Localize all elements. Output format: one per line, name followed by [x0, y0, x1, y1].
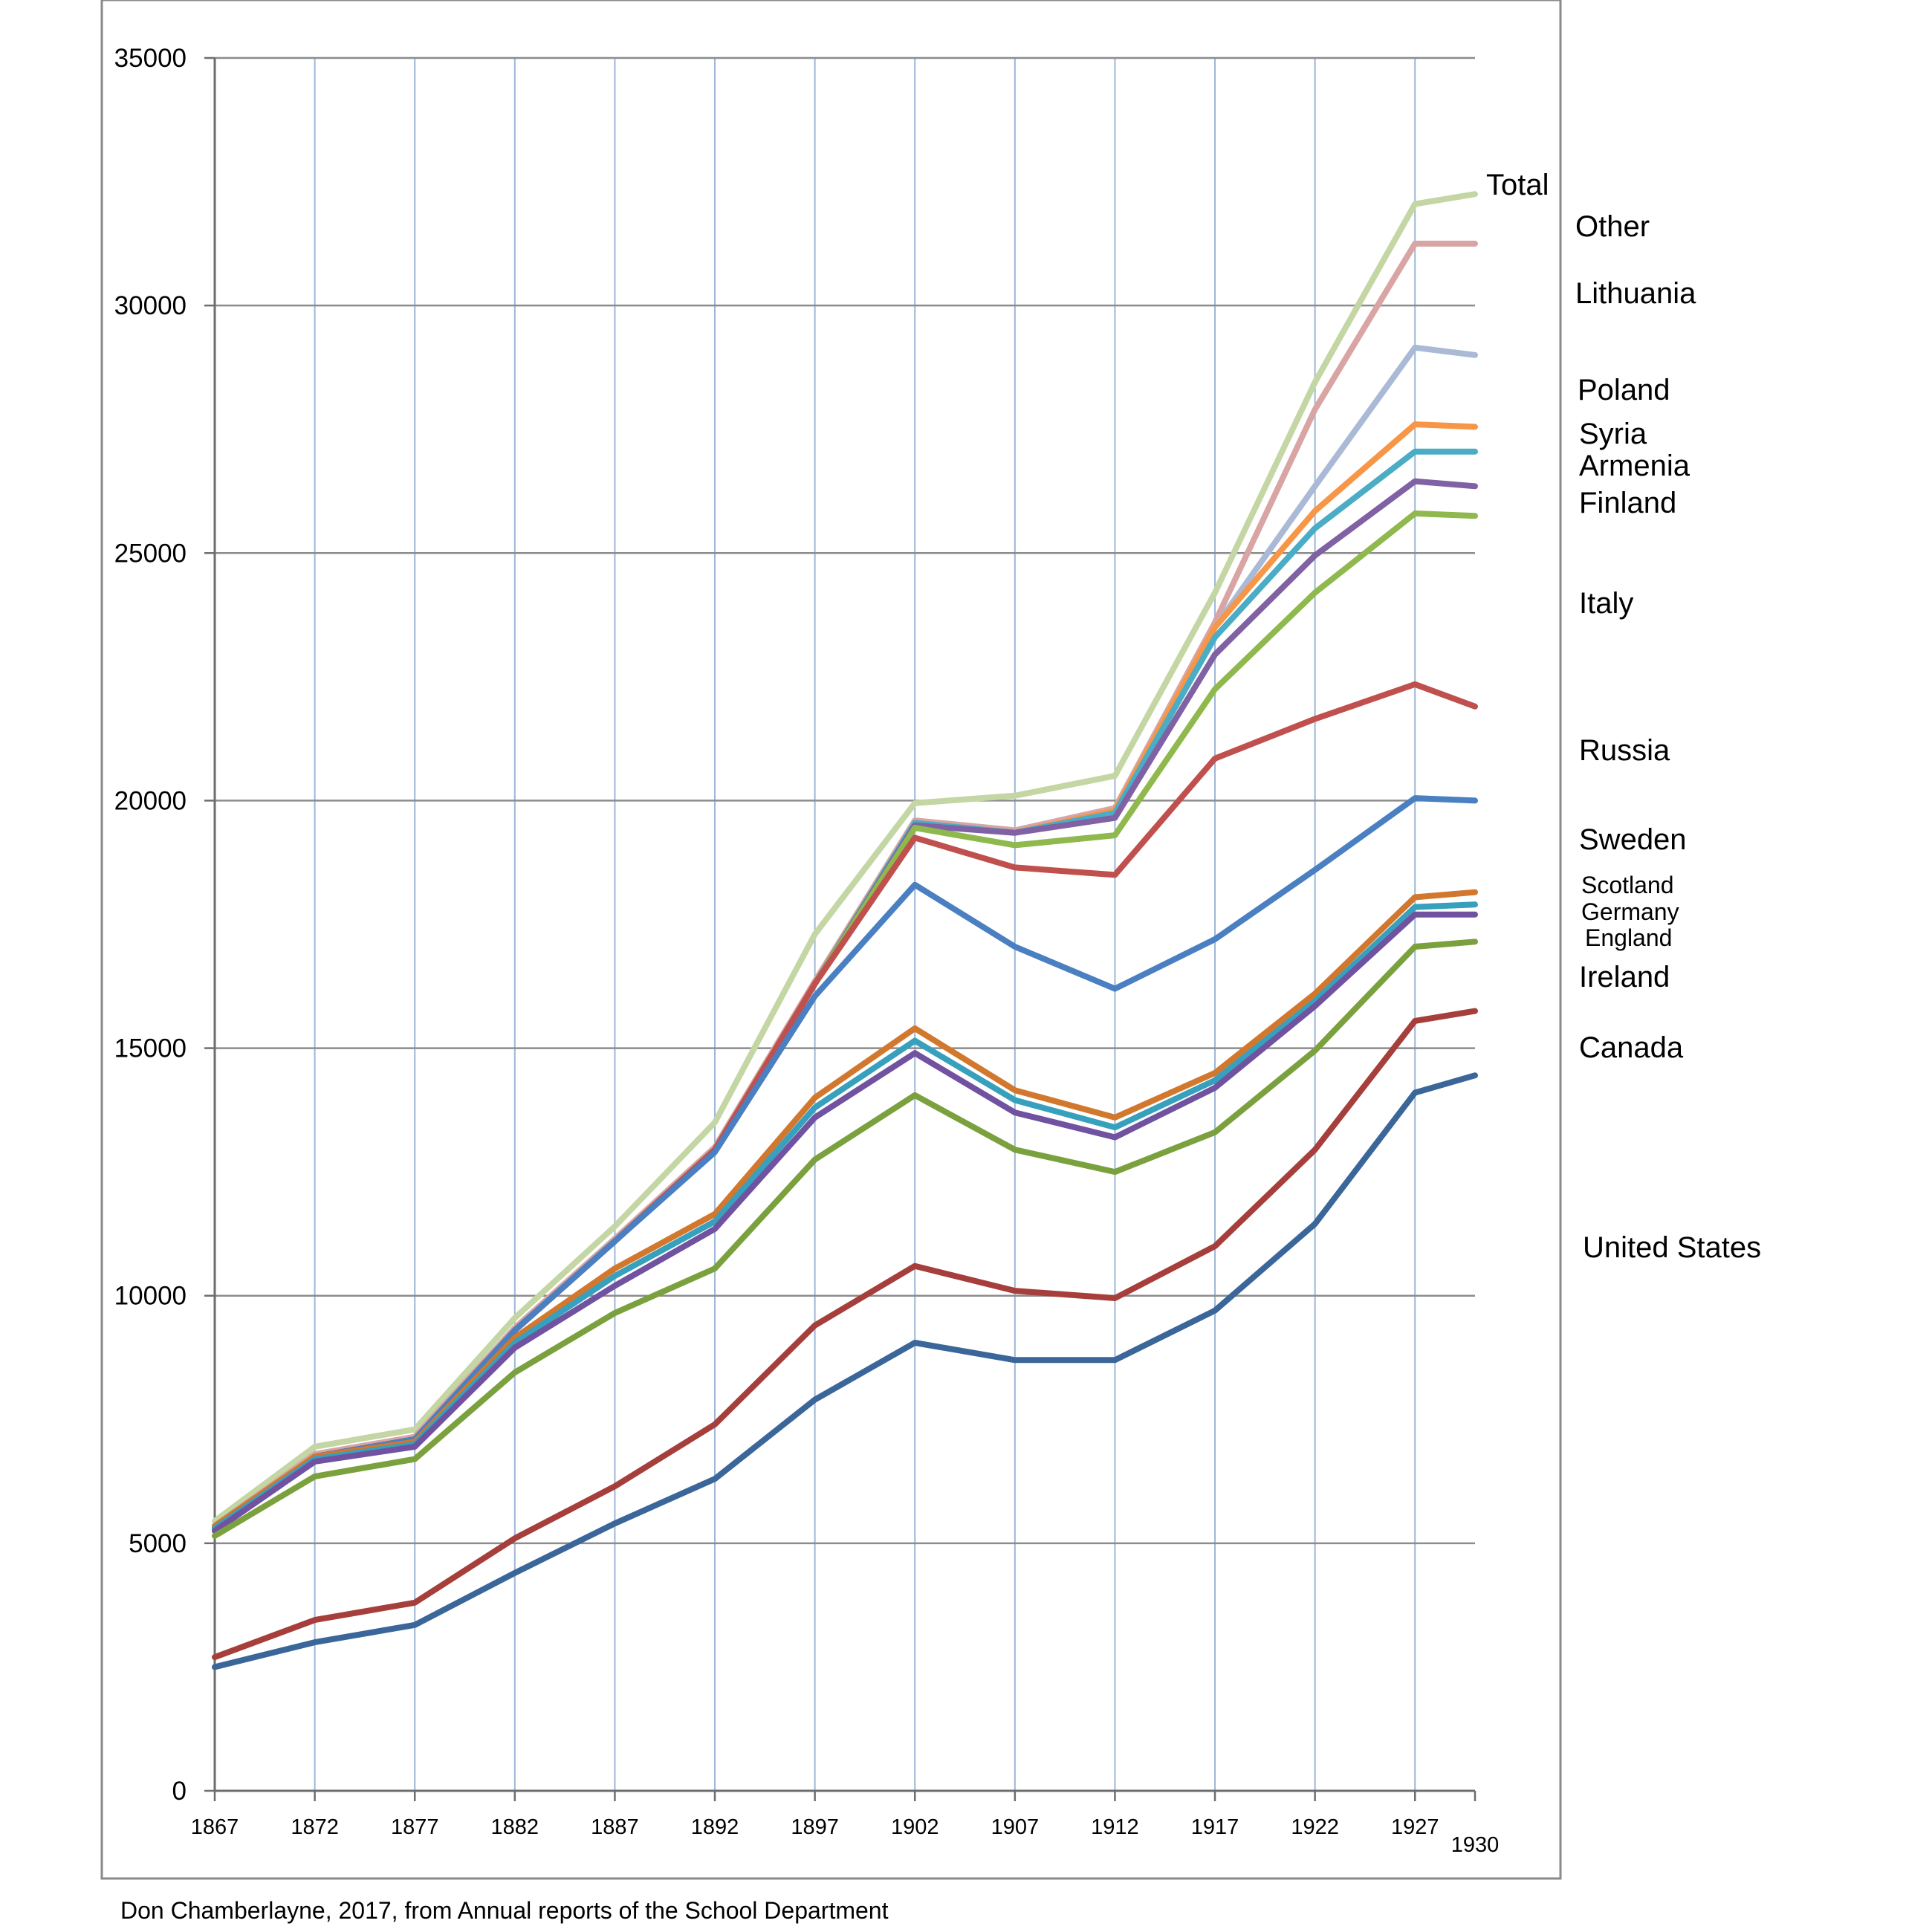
label-total: Total [1486, 169, 1549, 201]
y-tick-label: 25000 [114, 539, 187, 568]
label-poland: Poland [1578, 374, 1670, 406]
y-tick-labels: 0 5000 10000 15000 20000 25000 30000 35000 [114, 44, 187, 1806]
x-tick-label: 1872 [291, 1815, 339, 1839]
y-tick-label: 30000 [114, 291, 187, 320]
series-line-syria [212, 421, 1478, 1531]
series-line-sweden [212, 795, 1478, 1531]
series-line-ireland [212, 939, 1478, 1539]
label-united-states: United States [1583, 1231, 1761, 1264]
x-tick-label: 1930 [1451, 1833, 1500, 1857]
y-tick-label: 0 [172, 1777, 187, 1806]
series-line-england [212, 911, 1478, 1534]
y-tick-label: 10000 [114, 1282, 187, 1311]
label-russia: Russia [1579, 734, 1670, 767]
horizontal-gridlines [204, 56, 1475, 1792]
label-finland: Finland [1579, 487, 1676, 519]
series-line-lithuania [212, 240, 1478, 1529]
x-tick-label: 1902 [891, 1815, 939, 1839]
label-england: England [1585, 924, 1672, 951]
series-end-labels: Total Other Lithuania Poland Syria Armen… [1486, 169, 1761, 1264]
series-line-finland [212, 478, 1478, 1531]
y-tick-label: 5000 [129, 1529, 187, 1558]
x-tick-label: 1877 [391, 1815, 439, 1839]
series-line-canada [212, 1008, 1478, 1661]
label-scotland: Scotland [1581, 872, 1674, 898]
x-tick-label: 1897 [791, 1815, 839, 1839]
label-syria: Syria [1579, 418, 1647, 450]
chart-border [100, 0, 1562, 1880]
y-tick-label: 35000 [114, 44, 187, 73]
label-italy: Italy [1579, 587, 1633, 620]
chart-credit: Don Chamberlayne, 2017, from Annual repo… [120, 1897, 889, 1924]
y-tick-label: 20000 [114, 786, 187, 815]
x-tick-label: 1912 [1091, 1815, 1139, 1839]
label-germany: Germany [1581, 898, 1679, 925]
series-lines [212, 191, 1478, 1670]
y-tick-label: 15000 [114, 1034, 187, 1063]
x-tick-label: 1882 [491, 1815, 539, 1839]
label-ireland: Ireland [1579, 961, 1670, 993]
series-line-united-states [212, 1072, 1478, 1670]
label-lithuania: Lithuania [1575, 277, 1696, 310]
x-tick-label: 1927 [1391, 1815, 1439, 1839]
series-line-russia [212, 681, 1478, 1531]
x-tick-label: 1892 [691, 1815, 739, 1839]
label-canada: Canada [1579, 1031, 1684, 1064]
series-line-germany [212, 901, 1478, 1531]
x-tick-label: 1922 [1291, 1815, 1339, 1839]
label-other: Other [1575, 210, 1650, 243]
x-tick-label: 1907 [991, 1815, 1040, 1839]
label-sweden: Sweden [1579, 823, 1687, 856]
label-armenia: Armenia [1579, 450, 1690, 482]
x-tick-label: 1917 [1191, 1815, 1239, 1839]
axes [213, 58, 1475, 1792]
series-line-armenia [212, 448, 1478, 1531]
x-tick-label: 1887 [591, 1815, 639, 1839]
x-tick-labels: 1867 1872 1877 1882 1887 1892 1897 1902 1907 1912… [191, 1791, 1500, 1857]
vertical-gridlines [314, 58, 1416, 1791]
x-tick-label: 1867 [191, 1815, 239, 1839]
series-line-other [212, 191, 1478, 1524]
